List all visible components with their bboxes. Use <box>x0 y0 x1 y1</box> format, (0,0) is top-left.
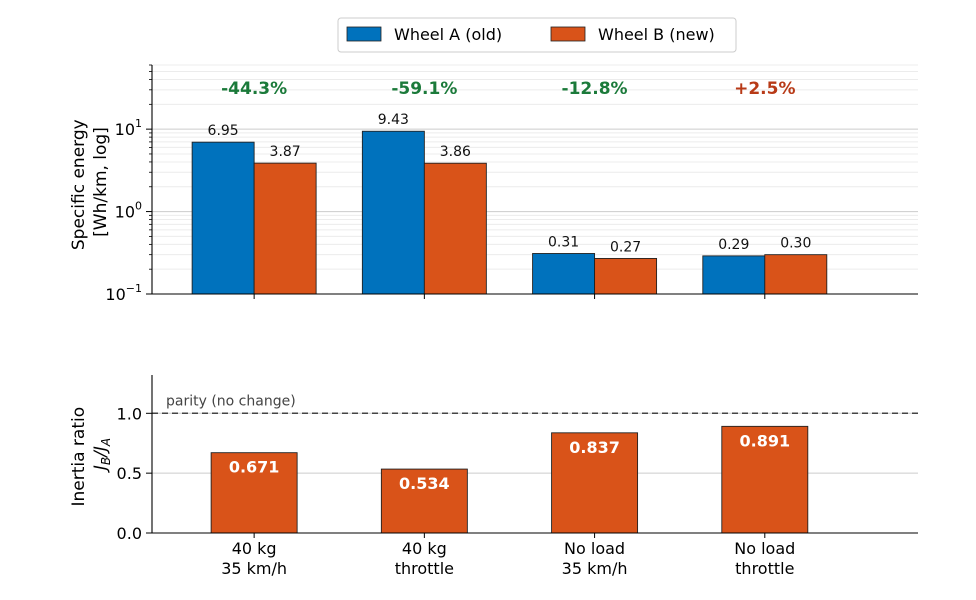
top-change-annotation: -59.1% <box>391 79 457 99</box>
bottom-bar <box>380 468 468 534</box>
x-tick-label: No load <box>564 539 625 558</box>
bottom-y-axis-label-line1: Inertia ratio <box>69 407 89 507</box>
top-bar-value-label: 3.86 <box>440 144 471 160</box>
bottom-bar <box>551 432 639 534</box>
legend-label-wheel-a: Wheel A (old) <box>394 25 502 44</box>
top-bar <box>191 141 255 295</box>
top-y-axis-label-line1: Specific energy <box>69 119 89 250</box>
top-bars <box>191 130 828 295</box>
x-tick-label: throttle <box>395 559 454 578</box>
bottom-bar <box>210 452 298 534</box>
bottom-bar-value-label: 0.671 <box>229 458 280 477</box>
top-y-tick-label: 100 <box>115 200 142 222</box>
bottom-y-axis-label: Inertia ratio JB/JA <box>69 401 113 506</box>
bottom-y-tick-label: 0.0 <box>117 524 142 543</box>
x-tick-label: throttle <box>735 559 794 578</box>
parity-line-label: parity (no change) <box>166 393 296 409</box>
top-axes <box>149 64 918 299</box>
top-y-axis-label: Specific energy [Wh/km, log] <box>69 114 111 250</box>
top-annotations: -44.3% -59.1% -12.8% +2.5% <box>221 79 795 99</box>
top-y-tick-base: 10 <box>105 285 125 304</box>
legend-label-wheel-b: Wheel B (new) <box>598 25 715 44</box>
bottom-y-axis-label-sub-b: B <box>99 457 113 465</box>
top-bar-value-label: 0.29 <box>718 237 749 253</box>
top-change-annotation: -12.8% <box>562 79 628 99</box>
top-bar <box>423 162 487 295</box>
top-bar <box>253 162 317 295</box>
top-bar-value-label: 9.43 <box>378 112 409 128</box>
top-bar-value-label: 0.27 <box>610 239 641 255</box>
legend: Wheel A (old) Wheel B (new) <box>337 17 737 53</box>
top-bar-labels: 6.95 9.43 0.31 0.29 3.87 3.86 0.27 0.30 <box>208 112 812 255</box>
bottom-y-axis-label-j: J <box>91 465 111 473</box>
legend-swatch-wheel-a <box>346 26 382 42</box>
bottom-y-ticks: 0.0 0.5 1.0 <box>117 404 152 543</box>
top-y-tick-exponent: 0 <box>135 200 142 213</box>
top-y-tick-label: 101 <box>115 117 142 139</box>
x-tick-label: No load <box>734 539 795 558</box>
bottom-y-tick-label: 0.5 <box>117 464 142 483</box>
bottom-bar-value-label: 0.837 <box>569 438 620 457</box>
top-bar <box>532 253 596 295</box>
top-bar <box>702 255 766 295</box>
top-y-tick-exponent: −1 <box>126 282 142 295</box>
bottom-y-axis-label-slash-j: /J <box>91 446 111 459</box>
top-bar <box>594 257 658 295</box>
bottom-axes <box>151 375 918 534</box>
top-y-tick-base: 10 <box>115 203 135 222</box>
bottom-y-tick-label: 1.0 <box>117 404 142 423</box>
top-bar <box>764 254 828 295</box>
bottom-bar-value-label: 0.891 <box>739 431 790 450</box>
parity-reference-line: parity (no change) <box>152 393 918 415</box>
x-tick-label: 40 kg <box>232 539 277 558</box>
legend-frame <box>337 17 737 53</box>
top-bar-value-label: 6.95 <box>208 123 239 139</box>
x-tick-label: 35 km/h <box>562 559 628 578</box>
top-bar-value-label: 0.31 <box>548 234 579 250</box>
top-bar-value-label: 0.30 <box>780 236 811 252</box>
x-tick-label: 40 kg <box>402 539 447 558</box>
top-y-tick-exponent: 1 <box>135 117 142 130</box>
top-bar <box>361 130 425 295</box>
x-tick-label: 35 km/h <box>221 559 287 578</box>
top-y-tick-label: 10−1 <box>105 282 142 304</box>
top-change-annotation: -44.3% <box>221 79 287 99</box>
top-bar-value-label: 3.87 <box>270 144 301 160</box>
bottom-bars: 0.671 0.534 0.837 0.891 <box>210 425 809 534</box>
bottom-y-axis-label-sub-a: A <box>99 438 113 447</box>
top-change-annotation: +2.5% <box>734 79 795 99</box>
bottom-bar <box>721 425 809 534</box>
legend-swatch-wheel-b <box>550 26 586 42</box>
bottom-bar-value-label: 0.534 <box>399 474 450 493</box>
top-y-axis-label-line2: [Wh/km, log] <box>91 127 111 237</box>
top-y-tick-base: 10 <box>115 120 135 139</box>
